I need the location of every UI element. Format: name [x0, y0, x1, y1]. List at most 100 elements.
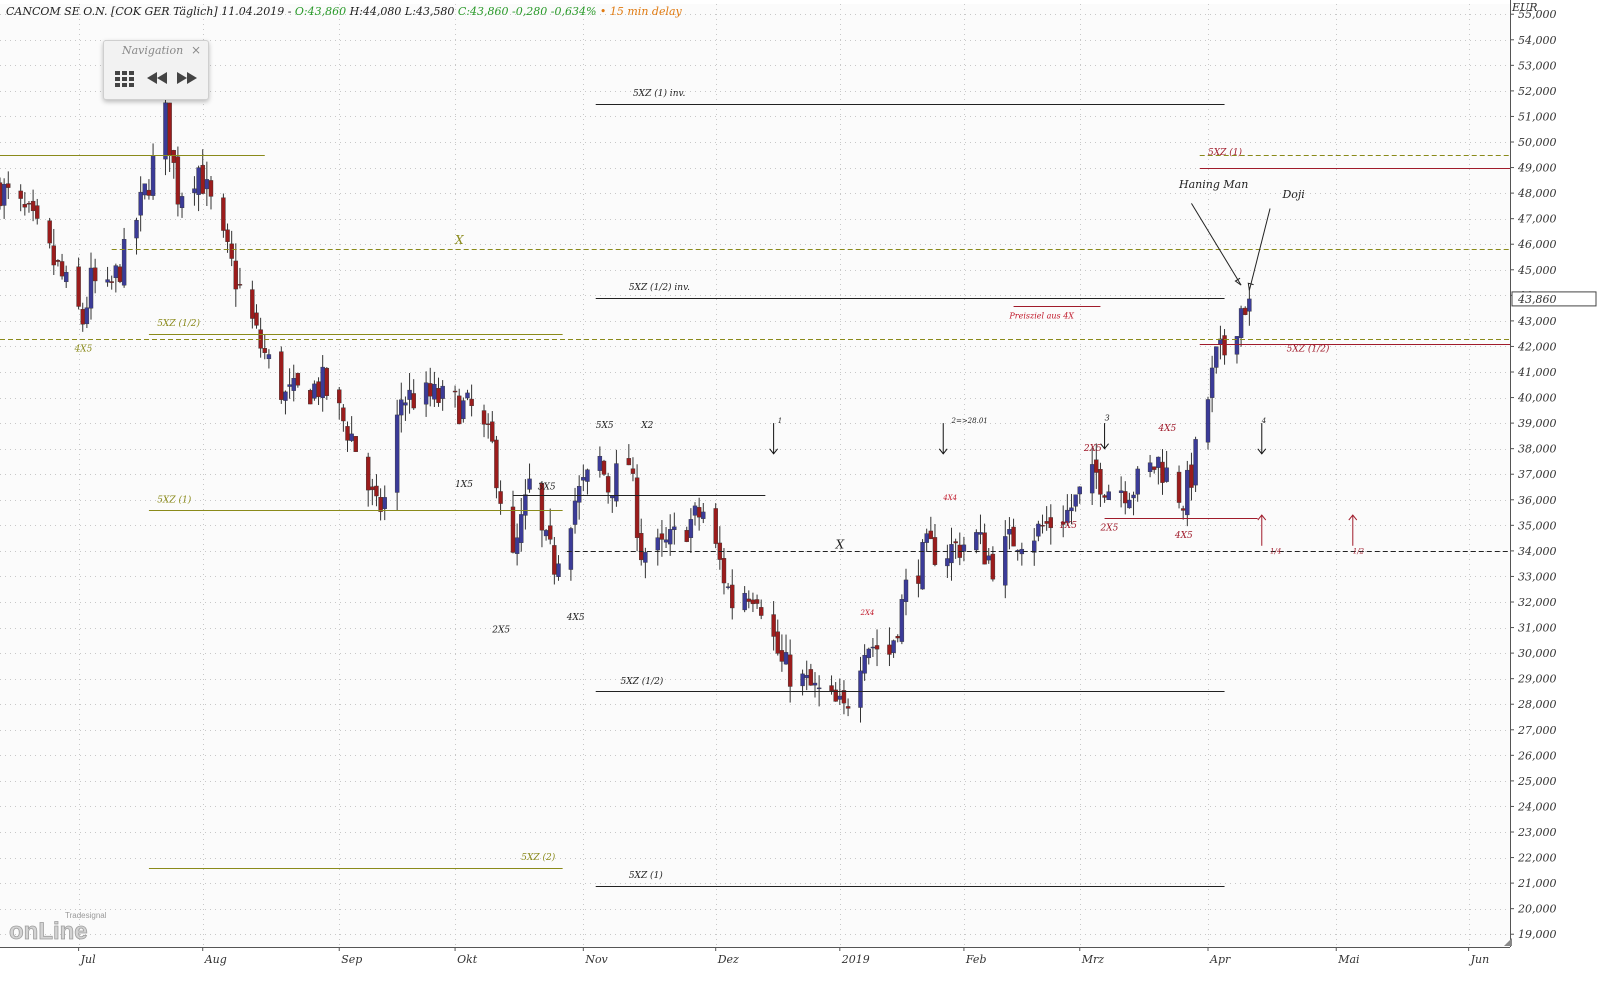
x-tick-label: Mai [1337, 953, 1359, 966]
y-tick-label: 41,000 [1517, 366, 1557, 379]
candle-body [862, 654, 867, 674]
chart-annotation: 5XZ (1) [1208, 147, 1242, 158]
chart-annotation: 5XZ (1) inv. [633, 88, 686, 99]
candle-body [403, 402, 408, 406]
candle-body [581, 477, 586, 481]
x-tick-label: Mrz [1081, 953, 1105, 966]
y-tick-label: 26,000 [1517, 749, 1557, 762]
candle-body [1209, 367, 1215, 398]
candle-body [1152, 466, 1157, 470]
candle-body [663, 539, 669, 543]
candle-body [345, 426, 350, 441]
candle-body [171, 150, 176, 163]
chart-annotation: 4X5 [73, 345, 92, 355]
chart-annotation: X2 [640, 421, 653, 431]
candle-body [229, 243, 234, 259]
candle-body [117, 266, 123, 282]
candle-body [1011, 526, 1016, 547]
signal-arrowhead [769, 448, 779, 455]
y-tick-label: 47,000 [1517, 213, 1557, 226]
candle-body [568, 528, 574, 570]
candle-body [1131, 494, 1136, 499]
y-tick-label: 54,000 [1518, 34, 1557, 47]
candle-body [688, 519, 694, 538]
x-tick-label: Dez [717, 953, 739, 966]
y-tick-label: 34,000 [1518, 545, 1557, 558]
candle-body [465, 392, 470, 399]
last-price-box [1511, 291, 1597, 307]
navigation-panel[interactable]: Navigation × [103, 40, 209, 100]
rewind-icon[interactable] [144, 67, 170, 89]
candle-body [1048, 517, 1053, 529]
candle-body [614, 463, 619, 502]
candle-body [225, 229, 230, 242]
candle-body [378, 496, 383, 512]
candle-body [481, 410, 487, 425]
candle-body [469, 398, 474, 407]
chart-header: CANCOM SE O.N. [COK GER Täglich] 11.04.2… [6, 5, 683, 18]
chart-annotation: 5X5 [596, 421, 614, 431]
candle-body [35, 205, 40, 219]
x-tick-label: Feb [965, 953, 987, 966]
candle-body [394, 414, 400, 493]
candle-body [754, 599, 760, 604]
chart-annotation: 5XZ (2) [521, 852, 555, 863]
chart-annotation: Preisziel aus 4X [1008, 311, 1074, 320]
candle-body [485, 423, 491, 425]
resize-corner-icon[interactable] [1504, 938, 1512, 946]
candle-body [982, 532, 987, 565]
candle-body [672, 526, 677, 530]
candle-body [804, 674, 809, 679]
candle-body [721, 558, 727, 584]
y-tick-label: 39,000 [1518, 417, 1557, 430]
fast-forward-icon[interactable] [174, 67, 200, 89]
chart-annotation: 2=>28.01 [951, 417, 988, 425]
level-lines [0, 104, 1510, 887]
candle-body [928, 530, 934, 540]
candle-body [349, 433, 354, 441]
candle-body [461, 400, 466, 420]
candle-body [1222, 335, 1227, 356]
y-tick-label: 55,000 [1518, 8, 1557, 21]
y-tick-label: 28,000 [1517, 698, 1557, 711]
candle-body [138, 191, 143, 216]
chart-annotation: 1X5 [1059, 521, 1077, 531]
candle-body [63, 271, 69, 283]
candle-body [527, 478, 532, 490]
grid-icon[interactable] [112, 67, 138, 89]
y-tick-label: 27,000 [1517, 724, 1557, 737]
candle-body [457, 395, 462, 425]
chart-annotation: 5XZ (1/2) [1287, 344, 1330, 355]
chart-annotation: 2X5 [1083, 444, 1102, 454]
x-tick-label: Jun [1469, 953, 1490, 966]
header-open: O:43,860 [291, 5, 346, 18]
candle-body [953, 541, 958, 544]
candle-body [779, 650, 785, 662]
y-tick-label: 22,000 [1517, 852, 1557, 865]
y-tick-label: 50,000 [1518, 136, 1557, 149]
chart-annotation: 5XZ (1) [629, 870, 663, 881]
candle-body [601, 460, 607, 475]
candle-body [783, 652, 789, 665]
candle-body [109, 281, 114, 283]
y-tick-label: 45,000 [1517, 264, 1557, 277]
candle-body [866, 648, 871, 659]
candle-body [833, 689, 838, 702]
candle-body [353, 436, 358, 452]
close-icon[interactable]: × [190, 43, 201, 57]
candle-body [105, 279, 110, 283]
candle-body [899, 599, 905, 642]
candle-body [1118, 490, 1124, 493]
candle-body [514, 537, 520, 554]
candle-body [407, 389, 412, 400]
candle-body [370, 486, 375, 491]
chart-annotation: 4X5 [1157, 424, 1176, 434]
candle-body [1106, 491, 1111, 501]
candle-body [701, 511, 706, 519]
plot-area [0, 4, 1510, 947]
candle-body [324, 367, 330, 396]
y-tick-label: 25,000 [1517, 775, 1557, 788]
chart-annotation: 5XZ (1/2) inv. [629, 282, 690, 293]
candle-body [841, 690, 847, 704]
